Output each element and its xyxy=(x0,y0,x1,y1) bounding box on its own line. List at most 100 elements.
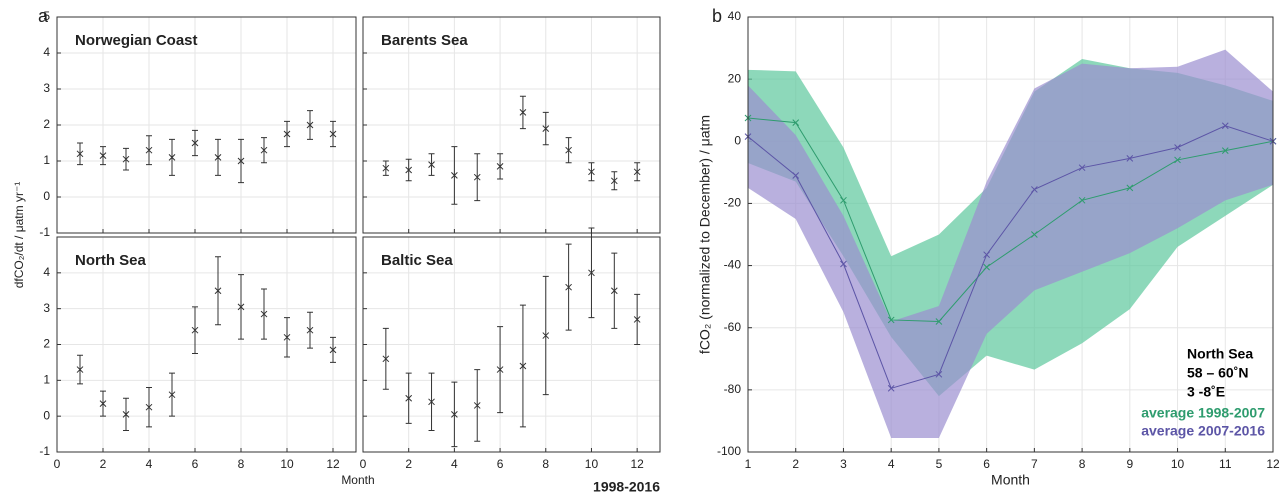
x-tick-label: 2 xyxy=(405,457,412,471)
point-marker xyxy=(99,400,107,407)
point-marker xyxy=(145,146,153,154)
x-tick-label: 12 xyxy=(1266,457,1280,471)
point-marker xyxy=(840,196,847,204)
mean-line xyxy=(747,117,1274,323)
point-marker xyxy=(1221,147,1229,154)
point-marker xyxy=(473,402,481,409)
point-marker xyxy=(1221,122,1229,130)
y-tick-label: 0 xyxy=(43,408,50,422)
panel-label: a xyxy=(38,6,49,26)
point-marker xyxy=(610,177,618,185)
x-axis-label: Month xyxy=(991,472,1030,488)
legend-entry: average 2007-2016 xyxy=(1141,423,1265,439)
point-marker xyxy=(145,403,153,411)
point-marker xyxy=(306,121,314,129)
x-tick-label: 10 xyxy=(280,457,294,471)
x-tick-label: 5 xyxy=(936,457,943,471)
y-tick-label: -20 xyxy=(724,196,742,210)
point-marker xyxy=(1078,196,1086,204)
x-tick-label: 0 xyxy=(360,457,367,471)
point-marker xyxy=(588,168,595,176)
point-marker xyxy=(1031,231,1038,238)
plot-frame xyxy=(362,16,661,234)
y-tick-label: -1 xyxy=(39,225,50,239)
point-marker xyxy=(542,125,550,132)
point-marker xyxy=(519,109,527,116)
x-tick-label: 10 xyxy=(585,457,599,471)
point-marker xyxy=(122,411,130,418)
subplot-title: North Sea xyxy=(75,252,147,269)
point-marker xyxy=(237,303,245,311)
x-tick-label: 8 xyxy=(238,457,245,471)
range-band xyxy=(748,49,1273,439)
y-axis-label: dfCO₂/dt / μatm yr⁻¹ xyxy=(12,182,26,289)
x-tick-label: 8 xyxy=(542,457,549,471)
point-marker xyxy=(633,168,641,176)
x-tick-label: 6 xyxy=(192,457,199,471)
plot-frame xyxy=(747,16,1274,453)
point-marker xyxy=(382,164,390,172)
point-marker xyxy=(329,130,337,138)
point-marker xyxy=(405,394,413,402)
x-tick-label: 12 xyxy=(326,457,340,471)
point-marker xyxy=(451,172,458,179)
plot-frame xyxy=(56,236,357,453)
point-marker xyxy=(122,155,130,163)
point-marker xyxy=(792,172,800,179)
x-tick-label: 6 xyxy=(497,457,504,471)
point-marker xyxy=(76,150,84,158)
subplot-title: Baltic Sea xyxy=(381,252,453,269)
y-tick-label: -40 xyxy=(724,258,742,272)
point-marker xyxy=(983,263,990,271)
point-marker xyxy=(519,362,527,370)
point-marker xyxy=(214,154,222,161)
point-marker xyxy=(565,283,572,291)
x-axis-label: Month xyxy=(341,473,374,487)
y-tick-label: 20 xyxy=(728,71,742,85)
x-tick-label: 4 xyxy=(888,457,895,471)
point-marker xyxy=(983,251,990,259)
point-marker xyxy=(1031,186,1038,193)
x-tick-label: 3 xyxy=(840,457,847,471)
y-tick-label: 4 xyxy=(43,265,50,279)
point-marker xyxy=(382,355,390,363)
x-tick-label: 2 xyxy=(100,457,107,471)
x-tick-label: 0 xyxy=(54,457,61,471)
x-tick-label: 4 xyxy=(451,457,458,471)
point-marker xyxy=(260,310,268,318)
x-tick-label: 8 xyxy=(1079,457,1086,471)
point-marker xyxy=(496,163,504,170)
point-marker xyxy=(792,119,800,126)
point-marker xyxy=(633,316,641,323)
point-marker xyxy=(451,411,458,418)
point-marker xyxy=(565,146,572,154)
point-marker xyxy=(428,161,435,168)
y-tick-label: 40 xyxy=(728,9,742,23)
point-marker xyxy=(306,326,314,334)
point-marker xyxy=(1126,184,1134,192)
subplot-title: Barents Sea xyxy=(381,32,468,49)
point-marker xyxy=(935,318,943,325)
annotation: 3 -8˚E xyxy=(1187,384,1225,400)
point-marker xyxy=(887,316,895,324)
point-marker xyxy=(473,173,481,181)
point-marker xyxy=(1078,164,1086,172)
y-tick-label: -100 xyxy=(717,444,741,458)
point-marker xyxy=(1126,155,1134,162)
y-tick-label: 2 xyxy=(43,337,50,351)
point-marker xyxy=(76,366,84,373)
x-tick-label: 7 xyxy=(1031,457,1038,471)
point-marker xyxy=(283,130,291,138)
x-tick-label: 6 xyxy=(983,457,990,471)
y-tick-label: -60 xyxy=(724,320,742,334)
plot-frame xyxy=(56,16,357,234)
x-tick-label: 12 xyxy=(630,457,644,471)
mean-line xyxy=(747,125,1274,389)
y-tick-label: -80 xyxy=(724,382,742,396)
point-marker xyxy=(610,287,618,295)
point-marker xyxy=(168,391,176,399)
panel-label: b xyxy=(712,6,722,26)
point-marker xyxy=(840,260,847,268)
